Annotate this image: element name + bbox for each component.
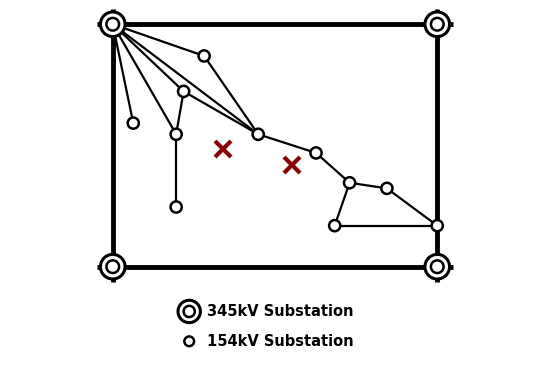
Circle shape xyxy=(184,306,195,317)
Circle shape xyxy=(252,129,264,140)
Circle shape xyxy=(106,18,119,31)
Circle shape xyxy=(170,129,182,140)
Circle shape xyxy=(381,183,393,194)
Circle shape xyxy=(128,117,139,129)
Circle shape xyxy=(431,260,444,273)
Circle shape xyxy=(310,147,322,159)
Bar xyxy=(113,24,437,267)
Circle shape xyxy=(431,18,444,31)
Circle shape xyxy=(199,50,210,62)
Circle shape xyxy=(178,86,189,97)
Circle shape xyxy=(101,254,125,279)
Circle shape xyxy=(101,12,125,37)
Circle shape xyxy=(425,254,449,279)
Circle shape xyxy=(184,336,194,346)
Circle shape xyxy=(432,220,443,231)
Circle shape xyxy=(106,260,119,273)
Circle shape xyxy=(178,300,200,323)
Circle shape xyxy=(425,12,449,37)
Circle shape xyxy=(329,220,340,231)
Circle shape xyxy=(170,201,182,213)
Text: 154kV Substation: 154kV Substation xyxy=(207,334,354,349)
Circle shape xyxy=(344,177,355,188)
Text: 345kV Substation: 345kV Substation xyxy=(207,304,354,319)
